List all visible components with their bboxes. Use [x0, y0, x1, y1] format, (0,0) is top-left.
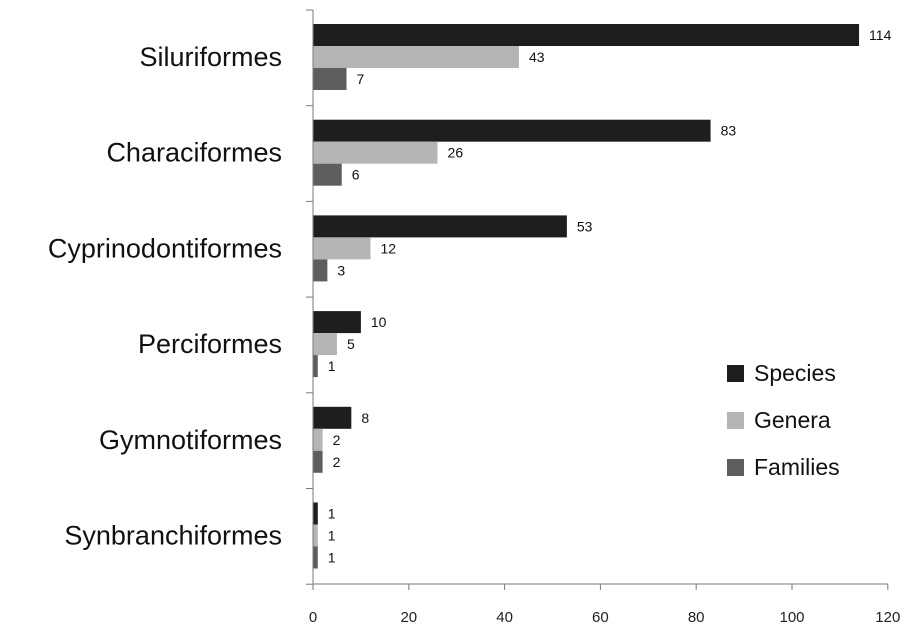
- labels-layer: 114437Siluriformes83266Characiformes5312…: [48, 27, 892, 566]
- data-label: 5: [347, 336, 355, 352]
- x-tick-label: 60: [592, 609, 609, 624]
- legend: Species Genera Families: [727, 360, 840, 480]
- category-label: Siluriformes: [139, 42, 282, 72]
- bar-species: [313, 406, 352, 429]
- bar-families: [313, 546, 318, 569]
- x-tick-label: 100: [779, 609, 804, 624]
- bar-families: [313, 163, 342, 186]
- data-label: 12: [380, 240, 396, 256]
- data-label: 3: [337, 262, 345, 278]
- x-tick-label: 80: [688, 609, 705, 624]
- data-label: 6: [352, 167, 360, 183]
- data-label: 8: [361, 410, 369, 426]
- data-label: 1: [328, 358, 336, 374]
- bar-species: [313, 119, 711, 142]
- data-label: 53: [577, 218, 593, 234]
- bar-genera: [313, 524, 318, 547]
- bar-species: [313, 502, 318, 525]
- bar-species: [313, 215, 567, 238]
- data-label: 10: [371, 314, 387, 330]
- legend-swatch-families: [727, 459, 744, 476]
- bar-genera: [313, 141, 438, 164]
- legend-swatch-genera: [727, 412, 744, 429]
- data-label: 2: [333, 432, 341, 448]
- bar-genera: [313, 237, 371, 260]
- data-label: 7: [357, 71, 365, 87]
- legend-label-species: Species: [754, 360, 836, 386]
- data-label: 43: [529, 49, 545, 65]
- data-label: 26: [448, 145, 464, 161]
- axis-layer: 0 20 40 60 80 100 120: [306, 9, 900, 624]
- category-label: Perciformes: [138, 329, 282, 359]
- x-tick-label: 0: [309, 609, 317, 624]
- legend-label-genera: Genera: [754, 407, 831, 433]
- x-tick-label: 120: [875, 609, 900, 624]
- category-label: Gymnotiformes: [99, 425, 282, 455]
- x-tick-label: 40: [496, 609, 513, 624]
- bars-layer: [313, 24, 860, 569]
- category-label: Characiformes: [106, 138, 282, 168]
- data-label: 114: [869, 27, 892, 43]
- data-label: 1: [328, 528, 336, 544]
- legend-swatch-species: [727, 365, 744, 382]
- legend-label-families: Families: [754, 454, 840, 480]
- bar-families: [313, 450, 323, 473]
- category-label: Synbranchiformes: [64, 521, 282, 551]
- bar-genera: [313, 428, 323, 451]
- bar-genera: [313, 46, 519, 68]
- bar-families: [313, 68, 347, 90]
- bar-genera: [313, 333, 337, 356]
- data-label: 2: [333, 454, 341, 470]
- bar-families: [313, 355, 318, 378]
- bar-species: [313, 311, 361, 334]
- bar-families: [313, 259, 328, 282]
- x-tick-label: 20: [400, 609, 417, 624]
- bar-species: [313, 24, 860, 46]
- data-label: 83: [721, 123, 737, 139]
- data-label: 1: [328, 506, 336, 522]
- data-label: 1: [328, 550, 336, 566]
- category-label: Cyprinodontiformes: [48, 233, 282, 263]
